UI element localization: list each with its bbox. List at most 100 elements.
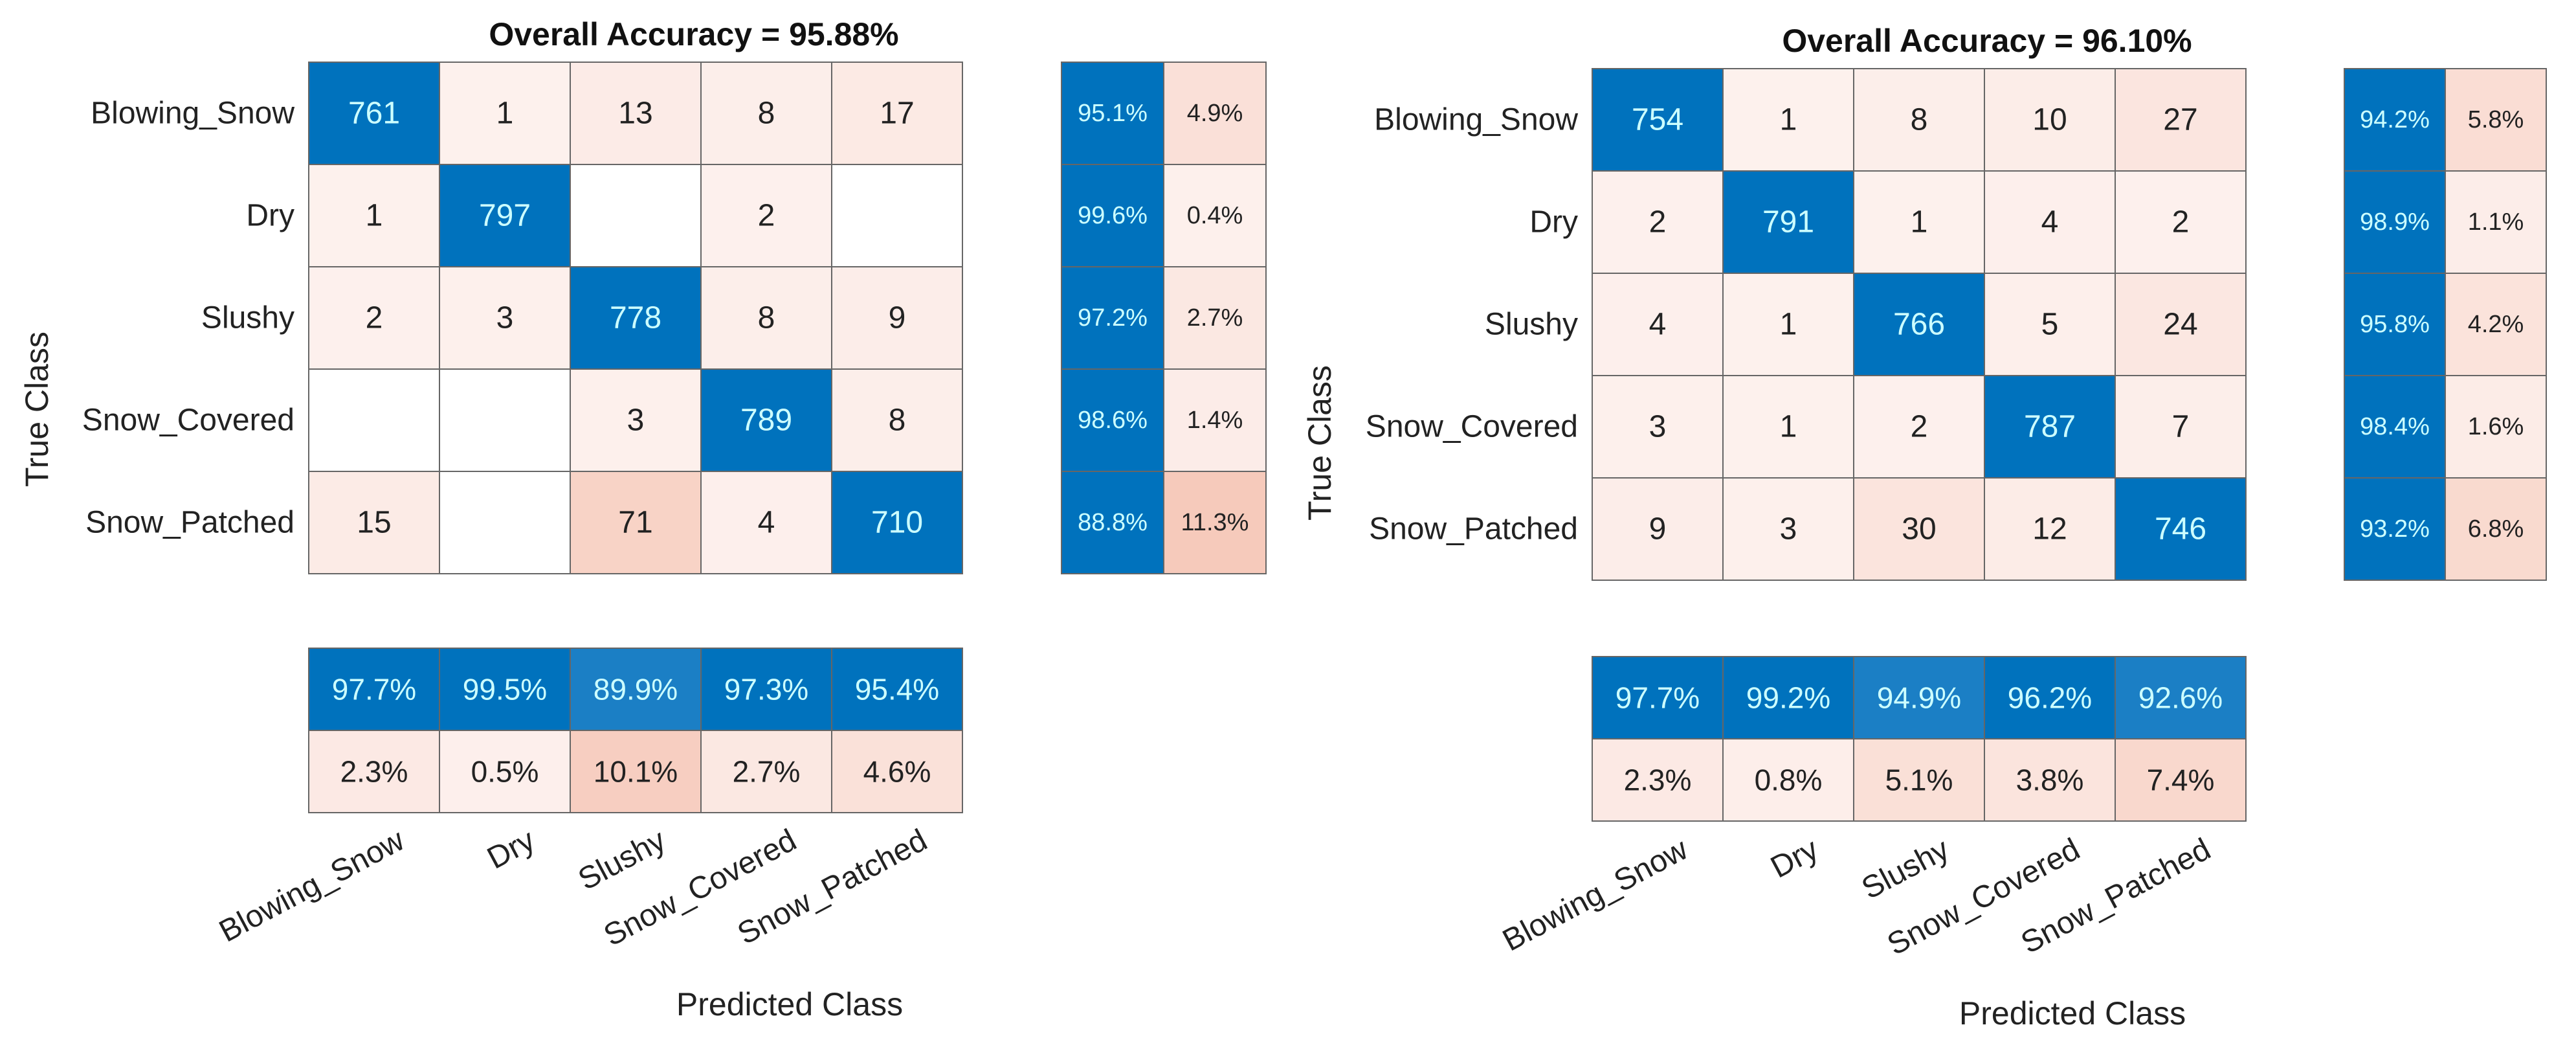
column-summary-correct-value: 97.7% <box>332 673 416 706</box>
column-summary-correct-cell <box>1592 656 1724 739</box>
chart-title: Overall Accuracy = 96.10% <box>1782 23 2192 59</box>
column-summary: 97.7% 2.3% 99.5% 0.5% 89.9% 10.1% 97.3% 2.7% 95.… <box>308 648 963 813</box>
y-axis-label: True Class <box>19 332 55 487</box>
column-summary-incorrect-cell <box>1592 738 1724 822</box>
matrix-cell-value: 3 <box>1649 410 1667 444</box>
row-summary-correct-value: 99.6% <box>1078 202 1148 229</box>
matrix-cell-value: 4 <box>1649 308 1667 342</box>
row-summary-incorrect-cell <box>1163 471 1267 574</box>
column-tick-label: Dry <box>482 823 540 876</box>
column-summary-incorrect-cell <box>831 730 963 813</box>
matrix-cell-value: 8 <box>889 403 906 438</box>
matrix-cell <box>570 471 702 574</box>
column-summary-incorrect-value: 0.5% <box>471 755 539 789</box>
matrix-cell <box>831 164 963 267</box>
confusion-matrix-panel-right: Overall Accuracy = 96.10% True Class Pre… <box>1302 23 2547 1032</box>
row-summary: 94.2% 5.8% 98.9% 1.1% 95.8% 4.2% 98.4% 1.6% 93.2… <box>2344 68 2547 581</box>
column-summary-incorrect-cell <box>1853 738 1985 822</box>
row-tick-label: Blowing_Snow <box>91 96 294 131</box>
row-summary-incorrect-value: 6.8% <box>2468 515 2524 543</box>
matrix-cell-diagonal <box>2115 477 2247 581</box>
matrix-cell-value: 789 <box>740 403 792 438</box>
column-summary-correct-cell <box>1853 656 1985 739</box>
column-summary-correct-cell <box>700 648 832 731</box>
row-summary-incorrect-cell <box>1163 368 1267 472</box>
matrix-cell-value: 787 <box>2024 410 2076 444</box>
matrix-cell-value: 30 <box>1902 512 1936 547</box>
chart-title: Overall Accuracy = 95.88% <box>489 16 898 52</box>
row-summary: 95.1% 4.9% 99.6% 0.4% 97.2% 2.7% 98.6% 1.4% 88.8… <box>1061 62 1267 574</box>
matrix-cell-value: 791 <box>1762 205 1814 240</box>
row-summary-incorrect-value: 2.7% <box>1187 304 1243 332</box>
column-summary-correct-value: 96.2% <box>2008 681 2092 715</box>
matrix-cell <box>439 471 571 574</box>
column-summary-incorrect-cell <box>439 730 571 813</box>
matrix-cell-value: 5 <box>2041 308 2059 342</box>
row-summary-incorrect-value: 0.4% <box>1187 202 1243 229</box>
column-summary-incorrect-value: 0.8% <box>1755 763 1823 797</box>
row-tick-label: Snow_Covered <box>82 403 294 438</box>
matrix-cell-value: 24 <box>2163 308 2197 342</box>
matrix-cell <box>570 164 702 267</box>
matrix-cell-value: 13 <box>618 96 652 131</box>
matrix-cell-value: 746 <box>2155 512 2206 547</box>
matrix-cell <box>570 62 702 165</box>
matrix-cell <box>2115 68 2247 172</box>
matrix-cell-value: 27 <box>2163 103 2197 137</box>
matrix-cell-diagonal <box>1722 170 1854 274</box>
matrix-cells: 761 1 13 8 17 1 797 2 2 3 778 8 9 3 789 8 15 71 4 710 <box>308 62 963 574</box>
column-summary-incorrect-cell <box>1984 738 2116 822</box>
row-summary-correct-value: 97.2% <box>1078 304 1148 332</box>
column-summary-incorrect-cell <box>570 730 702 813</box>
matrix-cell-value: 3 <box>496 301 514 335</box>
matrix-cell <box>1984 170 2116 274</box>
row-tick-label: Dry <box>246 199 294 233</box>
row-summary-incorrect-value: 11.3% <box>1181 509 1249 536</box>
matrix-cell <box>1722 375 1854 479</box>
row-tick-label: Snow_Patched <box>85 506 294 540</box>
matrix-cell <box>1853 477 1985 581</box>
row-summary-correct-cell <box>1061 62 1164 165</box>
matrix-cell-value: 4 <box>758 506 775 540</box>
matrix-cell-value: 761 <box>348 96 400 131</box>
confusion-matrix-panel-left: Overall Accuracy = 95.88% True Class Pre… <box>19 16 1267 1022</box>
matrix-cell <box>439 266 571 370</box>
matrix-cell-value: 4 <box>2041 205 2059 240</box>
row-tick-label: Blowing_Snow <box>1374 103 1578 137</box>
row-summary-correct-cell <box>1061 368 1164 472</box>
row-summary-correct-value: 98.9% <box>2360 209 2430 236</box>
column-summary-correct-cell <box>570 648 702 731</box>
row-summary-incorrect-cell <box>2445 170 2547 274</box>
matrix-cell-diagonal <box>1853 273 1985 376</box>
matrix-cell-value: 754 <box>1632 103 1683 137</box>
row-summary-incorrect-value: 1.6% <box>2468 413 2524 440</box>
matrix-cell-value: 2 <box>758 199 775 233</box>
matrix-cell-value: 1 <box>1780 410 1797 444</box>
matrix-cell <box>700 164 832 267</box>
column-summary-incorrect-cell <box>700 730 832 813</box>
column-summary-correct-value: 99.2% <box>1746 681 1830 715</box>
column-summary-correct-value: 95.4% <box>855 673 939 706</box>
column-summary-correct-value: 97.3% <box>724 673 808 706</box>
matrix-cell <box>308 471 440 574</box>
column-summary-correct-value: 92.6% <box>2138 681 2223 715</box>
matrix-cell <box>439 62 571 165</box>
matrix-cell-value: 12 <box>2032 512 2067 547</box>
column-summary-incorrect-value: 7.4% <box>2147 763 2215 797</box>
matrix-cell-value: 2 <box>1911 410 1928 444</box>
matrix-cell <box>2115 273 2247 376</box>
column-summary-correct-value: 89.9% <box>594 673 678 706</box>
matrix-cell-value: 2 <box>2172 205 2190 240</box>
matrix-cell-value: 778 <box>610 301 661 335</box>
matrix-cell-value: 15 <box>357 506 391 540</box>
matrix-cell <box>700 266 832 370</box>
matrix-cell <box>570 368 702 472</box>
row-summary-incorrect-cell <box>1163 62 1267 165</box>
row-summary-correct-cell <box>2344 477 2446 581</box>
matrix-cell-value: 1 <box>1911 205 1928 240</box>
matrix-cell <box>1984 273 2116 376</box>
matrix-cell-value: 17 <box>880 96 914 131</box>
matrix-cell <box>700 471 832 574</box>
matrix-cell-value: 710 <box>871 506 923 540</box>
